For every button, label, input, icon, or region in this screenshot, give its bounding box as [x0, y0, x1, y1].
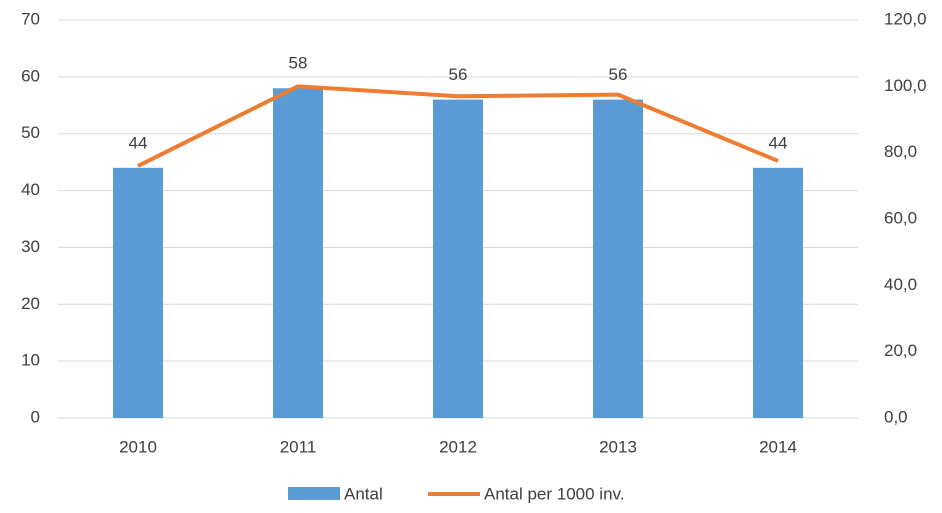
x-tick-label: 2011: [280, 437, 317, 456]
bar: [273, 88, 323, 418]
y2-tick-label: 60,0: [884, 208, 917, 227]
x-tick-label: 2014: [759, 437, 797, 456]
data-label: 56: [449, 65, 468, 84]
y-tick-label: 0: [31, 407, 40, 426]
legend-label: Antal: [344, 484, 383, 503]
y-tick-label: 50: [21, 123, 40, 142]
y-tick-label: 20: [21, 294, 40, 313]
bar: [113, 167, 163, 418]
x-tick-label: 2012: [439, 437, 477, 456]
line: [137, 84, 779, 168]
y2-tick-label: 120,0: [884, 9, 927, 28]
y-tick-label: 10: [21, 351, 40, 370]
bar: [593, 99, 643, 418]
y2-tick-label: 80,0: [884, 142, 917, 161]
data-label: 56: [609, 65, 628, 84]
y2-tick-label: 20,0: [884, 341, 917, 360]
data-label: 44: [769, 133, 788, 152]
data-label: 44: [129, 133, 148, 152]
x-tick-label: 2010: [119, 437, 157, 456]
y-tick-label: 60: [21, 66, 40, 85]
y2-tick-label: 40,0: [884, 275, 917, 294]
x-tick-label: 2013: [599, 437, 637, 456]
y-tick-label: 40: [21, 180, 40, 199]
bar: [753, 167, 803, 418]
y-tick-label: 30: [21, 237, 40, 256]
y2-tick-label: 0,0: [884, 407, 908, 426]
data-label: 58: [289, 54, 308, 73]
legend-swatch: [288, 487, 340, 500]
bar: [433, 99, 483, 418]
y-tick-label: 70: [21, 9, 40, 28]
legend-label: Antal per 1000 inv.: [484, 484, 625, 503]
y2-tick-label: 100,0: [884, 76, 927, 95]
